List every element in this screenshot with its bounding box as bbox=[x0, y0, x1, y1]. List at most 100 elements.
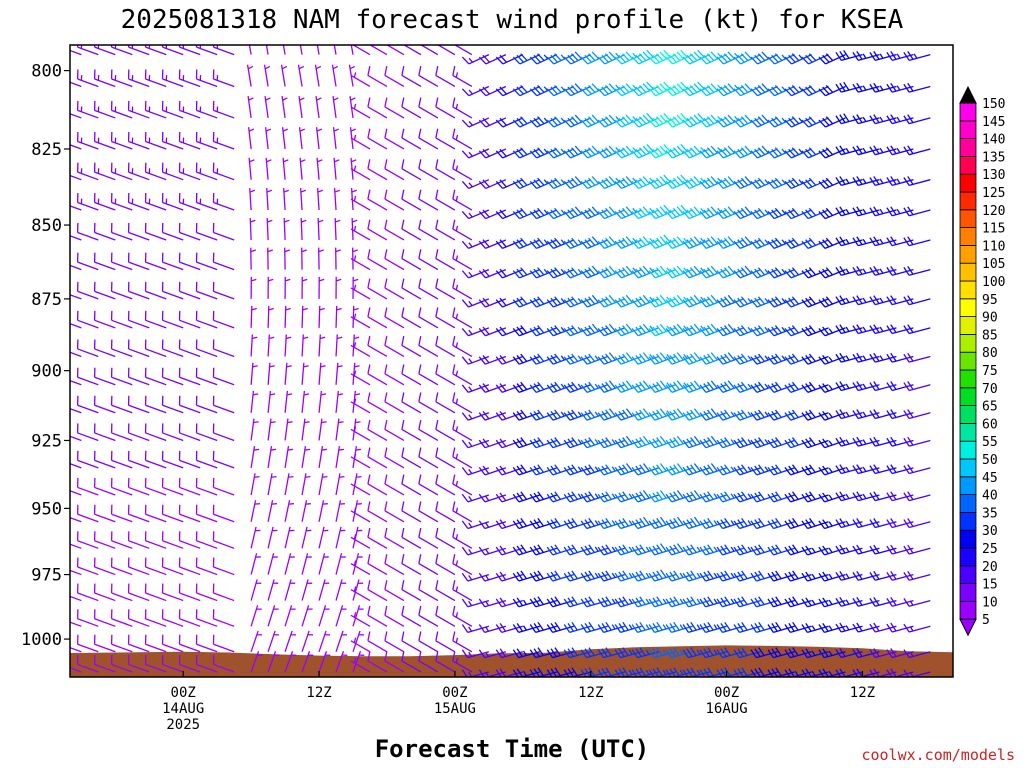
wind-barb bbox=[352, 390, 361, 413]
wind-barb bbox=[76, 609, 99, 627]
wind-barb bbox=[452, 392, 473, 414]
wind-barb bbox=[784, 53, 812, 65]
wind-barb bbox=[195, 339, 218, 358]
wind-barb bbox=[597, 206, 625, 220]
wind-barb bbox=[852, 324, 880, 335]
wind-barb bbox=[161, 609, 184, 627]
wind-barb bbox=[267, 334, 275, 357]
wind-barb bbox=[283, 217, 290, 241]
wind-barb bbox=[248, 45, 252, 55]
wind-barb bbox=[284, 276, 291, 299]
colorbar-segment bbox=[959, 262, 977, 282]
wind-barb bbox=[316, 157, 323, 180]
wind-barb bbox=[631, 112, 659, 128]
wind-barb bbox=[267, 390, 276, 413]
wind-barb bbox=[178, 395, 201, 414]
wind-barb bbox=[435, 159, 456, 181]
wind-barb bbox=[350, 453, 371, 469]
y-tick-label: 1000 bbox=[21, 630, 62, 650]
wind-barb bbox=[401, 554, 422, 576]
wind-barb bbox=[818, 296, 846, 308]
wind-barb bbox=[318, 526, 329, 549]
wind-barb bbox=[435, 527, 456, 549]
wind-barb bbox=[384, 307, 405, 329]
colorbar-segment bbox=[959, 476, 977, 495]
y-tick-label: 825 bbox=[31, 140, 62, 160]
wind-barb bbox=[178, 504, 201, 523]
wind-barb bbox=[903, 206, 931, 217]
y-tick-label: 950 bbox=[31, 499, 62, 519]
wind-barb bbox=[546, 84, 575, 97]
wind-barb bbox=[212, 100, 235, 119]
wind-barb bbox=[350, 165, 371, 181]
wind-barb bbox=[435, 249, 456, 271]
wind-barb bbox=[250, 579, 262, 601]
wind-barb bbox=[563, 145, 592, 159]
wind-barb bbox=[318, 473, 328, 496]
wind-barb bbox=[195, 504, 218, 523]
wind-barb bbox=[127, 100, 150, 119]
wind-barb bbox=[699, 265, 727, 279]
wind-barb bbox=[178, 69, 201, 88]
wind-barb bbox=[886, 622, 914, 633]
wind-barb bbox=[614, 51, 642, 65]
wind-barb bbox=[284, 305, 291, 328]
wind-barb bbox=[335, 500, 345, 522]
wind-barb bbox=[716, 437, 744, 449]
wind-barb bbox=[144, 100, 167, 119]
wind-barb bbox=[70, 205, 82, 211]
y-tick-label: 975 bbox=[31, 566, 62, 586]
wind-barb bbox=[70, 490, 82, 496]
wind-barb bbox=[580, 206, 608, 220]
wind-barb bbox=[401, 447, 422, 469]
wind-barb bbox=[529, 237, 558, 249]
wind-barb bbox=[401, 128, 422, 150]
wind-barb bbox=[144, 477, 167, 496]
wind-barb bbox=[631, 81, 659, 97]
y-tick-label: 875 bbox=[31, 290, 62, 310]
colorbar-label: 15 bbox=[982, 578, 998, 593]
wind-barb bbox=[886, 648, 914, 659]
colorbar-segment bbox=[959, 422, 977, 442]
wind-barb bbox=[318, 247, 324, 270]
wind-barb bbox=[301, 247, 307, 270]
wind-barb bbox=[178, 222, 201, 241]
wind-barb bbox=[76, 504, 99, 523]
wind-barb bbox=[452, 554, 473, 576]
colorbar-label: 35 bbox=[982, 506, 998, 521]
wind-barb bbox=[418, 554, 439, 576]
wind-barb bbox=[195, 654, 218, 673]
wind-barb bbox=[767, 177, 795, 190]
wind-barb bbox=[580, 176, 608, 190]
wind-barb bbox=[461, 179, 490, 190]
wind-barb bbox=[682, 81, 710, 97]
wind-barb bbox=[716, 464, 744, 476]
wind-barb bbox=[512, 623, 540, 633]
wind-barb bbox=[195, 477, 218, 496]
wind-barb bbox=[70, 407, 82, 414]
wind-barb bbox=[903, 544, 931, 555]
wind-barb bbox=[452, 527, 473, 549]
wind-barb bbox=[70, 379, 82, 386]
wind-barb bbox=[76, 69, 99, 88]
wind-barb bbox=[284, 553, 295, 575]
wind-barb bbox=[127, 192, 150, 211]
wind-barb bbox=[461, 54, 490, 65]
wind-barb bbox=[284, 390, 293, 413]
wind-barb bbox=[401, 336, 422, 358]
wind-barb bbox=[76, 423, 99, 442]
wind-barb bbox=[563, 296, 591, 308]
wind-barb bbox=[512, 437, 541, 449]
wind-barb bbox=[384, 278, 405, 300]
wind-barb bbox=[350, 134, 371, 150]
wind-barb bbox=[384, 97, 405, 119]
wind-barb bbox=[127, 367, 150, 386]
wind-barb bbox=[835, 81, 863, 93]
wind-barb bbox=[665, 143, 693, 159]
wind-barb bbox=[161, 450, 184, 469]
wind-barb bbox=[212, 367, 235, 386]
wind-barb bbox=[76, 634, 99, 653]
wind-barb bbox=[546, 116, 575, 128]
wind-barb bbox=[682, 176, 710, 190]
